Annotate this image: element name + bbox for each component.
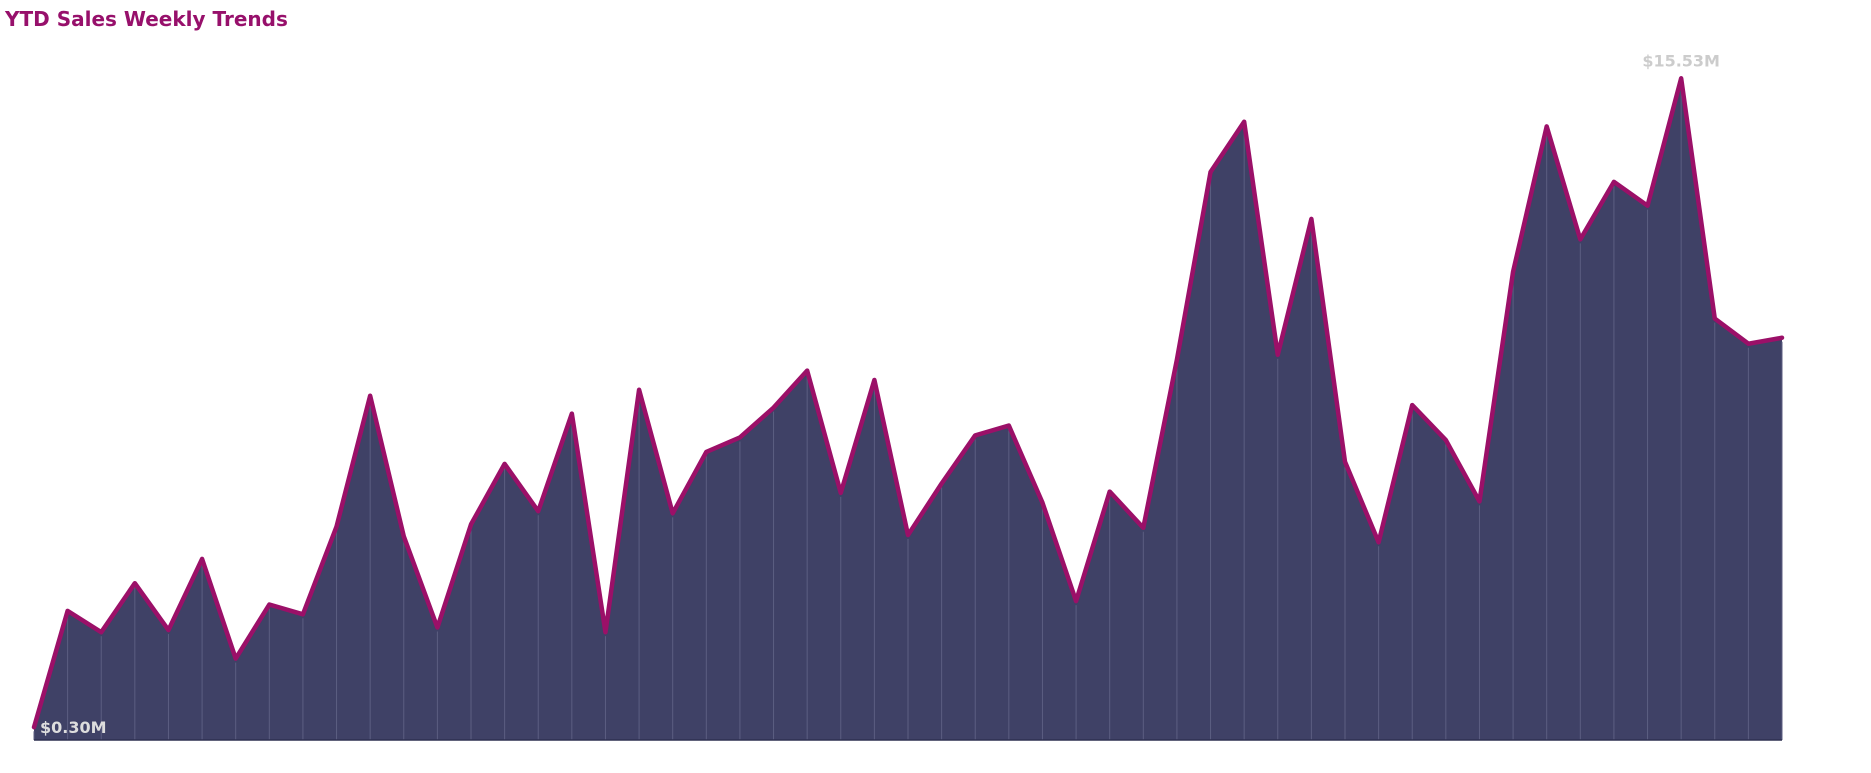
line <box>31 76 1785 730</box>
chart-title: YTD Sales Weekly Trends <box>4 7 288 31</box>
value-annotation: $0.30M <box>40 718 107 737</box>
value-annotation: $15.53M <box>1642 51 1720 70</box>
